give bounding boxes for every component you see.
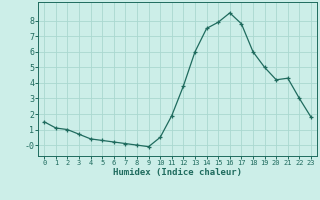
X-axis label: Humidex (Indice chaleur): Humidex (Indice chaleur) [113, 168, 242, 177]
